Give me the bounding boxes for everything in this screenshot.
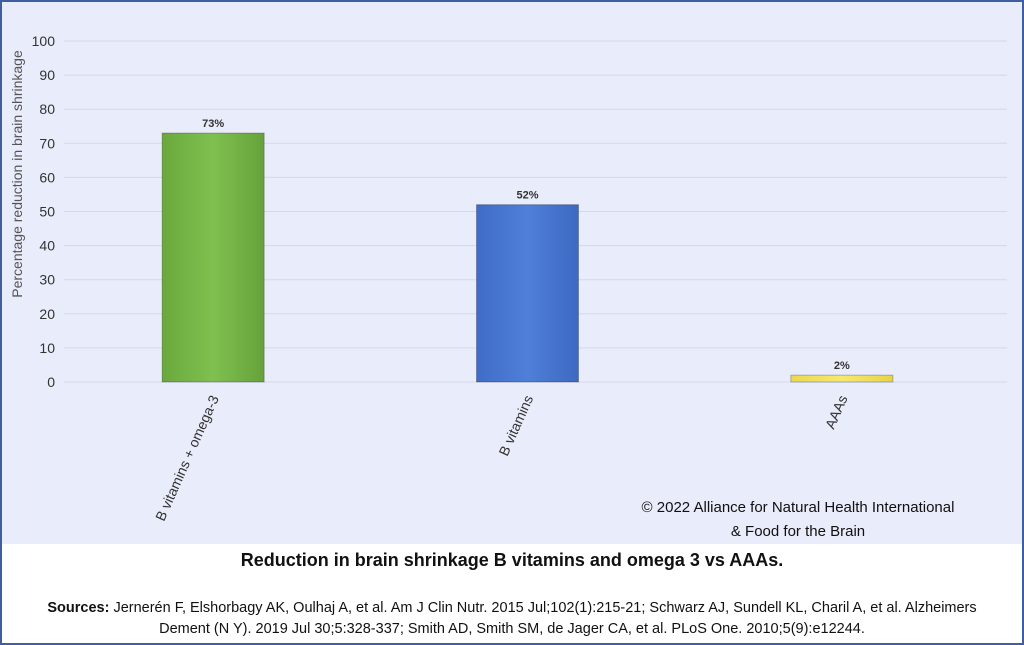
copyright-notice: © 2022 Alliance for Natural Health Inter… — [588, 496, 1008, 544]
bar — [476, 204, 579, 383]
bars — [161, 132, 894, 383]
y-tick-label: 70 — [39, 135, 55, 151]
bar — [161, 132, 265, 383]
data-label: 2% — [834, 360, 850, 372]
y-tick-label: 20 — [39, 306, 55, 322]
data-label: 52% — [516, 190, 538, 202]
y-axis-label: Percentage reduction in brain shrinkage — [9, 50, 25, 298]
y-tick-label: 90 — [39, 67, 55, 83]
y-tick-label: 40 — [39, 238, 55, 254]
sources-label: Sources: — [47, 600, 110, 616]
copyright-line-2: & Food for the Brain — [730, 523, 866, 540]
sources-text: Sources: Jernerén F, Elshorbagy AK, Oulh… — [22, 598, 1002, 640]
y-tick-label: 50 — [39, 204, 55, 220]
x-tick-label: B vitamins + omega-3 — [152, 393, 222, 524]
chart-caption: Reduction in brain shrinkage B vitamins … — [240, 550, 784, 570]
y-tick-label: 30 — [39, 272, 55, 288]
y-tick-label: 100 — [32, 33, 56, 49]
y-tick-label: 10 — [39, 340, 55, 356]
copyright-line-1: © 2022 Alliance for Natural Health Inter… — [641, 499, 955, 516]
data-labels: 73% 52% 2% — [202, 118, 850, 372]
x-tick-label: B vitamins — [495, 393, 536, 459]
data-label: 73% — [202, 118, 224, 130]
y-tick-label: 0 — [47, 374, 55, 390]
y-tick-label: 80 — [39, 101, 55, 117]
bar-chart: 0 10 20 30 40 50 60 70 80 90 100 73% 52% 2% B vitami… — [9, 33, 1007, 524]
chart-area: 0 10 20 30 40 50 60 70 80 90 100 73% 52% 2% B vitami… — [2, 2, 1022, 544]
sources-citations: Jernerén F, Elshorbagy AK, Oulhaj A, et … — [109, 600, 977, 637]
x-tick-label: AAAs — [822, 393, 851, 431]
bar — [790, 374, 894, 383]
y-axis-ticks: 0 10 20 30 40 50 60 70 80 90 100 — [32, 33, 56, 390]
y-tick-label: 60 — [39, 169, 55, 185]
